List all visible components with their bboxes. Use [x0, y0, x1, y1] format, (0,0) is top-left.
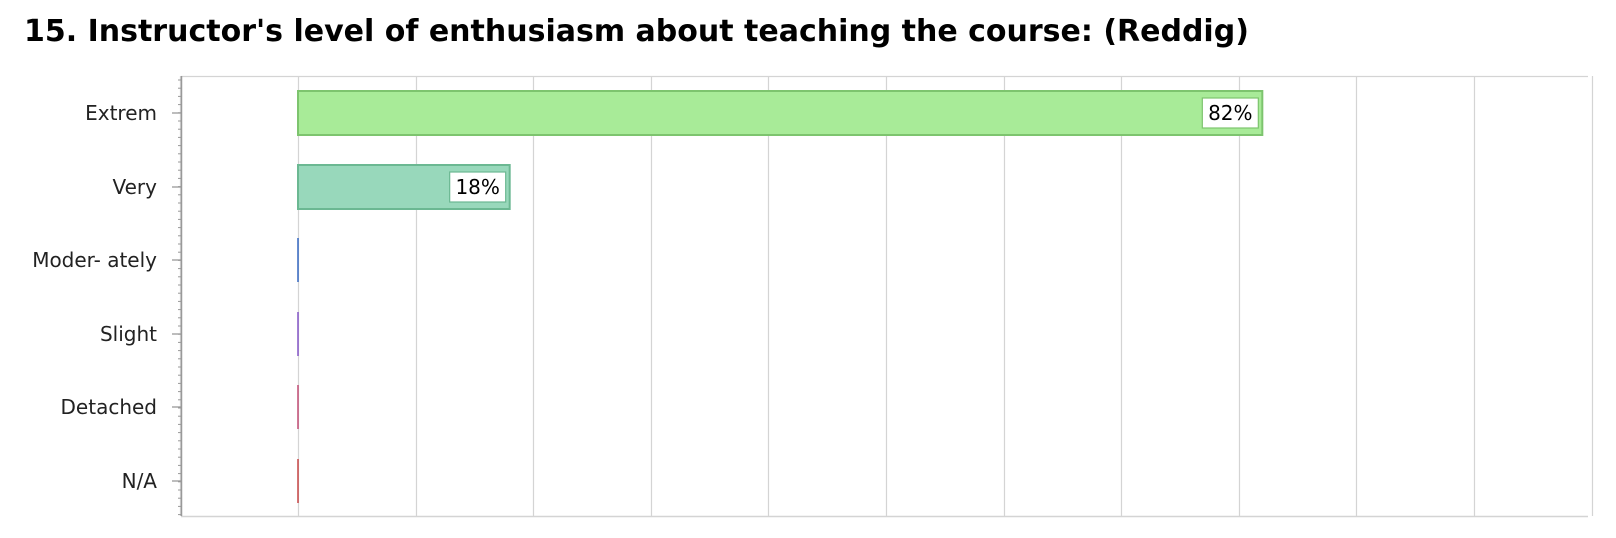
bar [297, 90, 1264, 136]
category-label: N/A [122, 469, 158, 493]
value-label-box [449, 171, 507, 203]
category-label: Extrem [85, 101, 157, 125]
category-label: Very [113, 175, 158, 199]
category-label: Slight [100, 322, 157, 346]
y-axis [172, 76, 183, 516]
category-labels: Extrem Very Moder- ately Slight Detached N/A [32, 101, 157, 493]
grid-lines [179, 75, 1594, 518]
value-label-box [1201, 97, 1259, 129]
category-label: Detached [61, 395, 157, 419]
value-label: 18% [455, 175, 499, 199]
bars [297, 90, 1264, 503]
value-labels: 82% 18% [449, 97, 1259, 203]
chart-title: 15. Instructor's level of enthusiasm abo… [24, 14, 1249, 49]
value-label: 82% [1208, 101, 1252, 125]
category-label: Moder- ately [32, 248, 157, 272]
